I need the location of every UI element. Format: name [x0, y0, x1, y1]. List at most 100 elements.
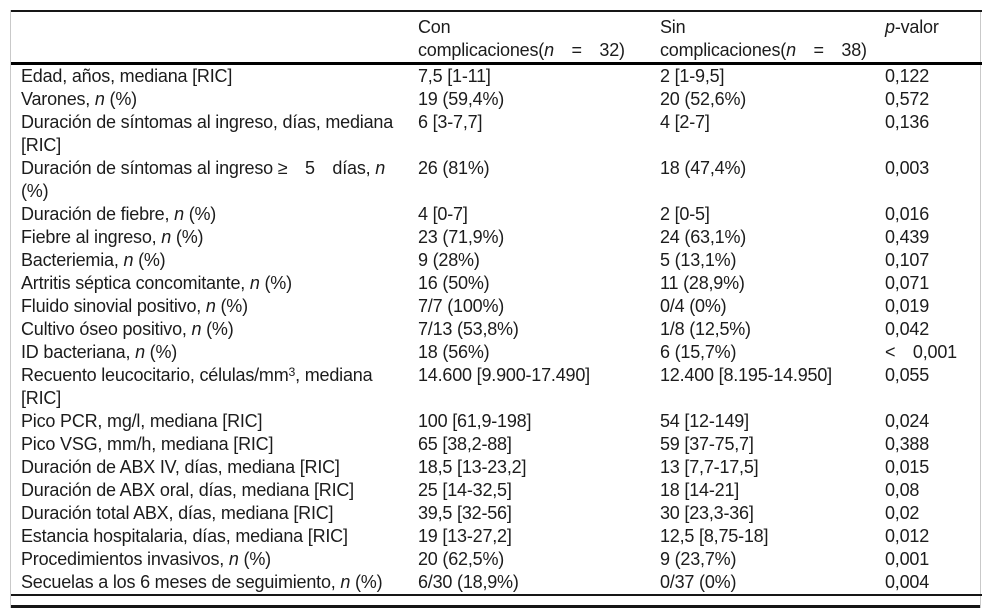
con-complicaciones-value-cell: 25 [14-32,5] — [418, 480, 512, 500]
sin-complicaciones-value-cell: 2 [1-9,5] — [660, 66, 725, 86]
table-row: Duración de fiebre, n (%) 4 [0-7] 2 [0-5… — [11, 203, 982, 226]
sin-complicaciones-value-cell: 59 [37-75,7] — [660, 434, 754, 454]
con-complicaciones-value-cell: 39,5 [32-56] — [418, 503, 512, 523]
header-p-valor: p-valor — [885, 11, 982, 65]
p-valor-cell: 0,572 — [885, 89, 930, 109]
row-label-cell: Secuelas a los 6 meses de seguimiento, n… — [21, 572, 383, 592]
table-row: Secuelas a los 6 meses de seguimiento, n… — [11, 571, 982, 595]
p-valor-cell: 0,388 — [885, 434, 930, 454]
con-complicaciones-value-cell: 6 [3-7,7] — [418, 112, 483, 132]
con-complicaciones-value-cell: 18 (56%) — [418, 342, 490, 362]
sin-complicaciones-value-cell: 20 (52,6%) — [660, 89, 747, 109]
sin-complicaciones-value-cell: 2 [0-5] — [660, 204, 710, 224]
stats-table: Con complicaciones(n = 32) Sin complicac… — [11, 10, 982, 596]
con-complicaciones-value-cell: 7,5 [1-11] — [418, 66, 491, 86]
table-row: Fluido sinovial positivo, n (%) 7/7 (100… — [11, 295, 982, 318]
sin-complicaciones-value-cell: 12.400 [8.195-14.950] — [660, 365, 832, 385]
con-complicaciones-value-cell: 65 [38,2-88] — [418, 434, 512, 454]
con-complicaciones-value-cell: 7/13 (53,8%) — [418, 319, 519, 339]
p-valor-cell: 0,02 — [885, 503, 920, 523]
header-row: Con complicaciones(n = 32) Sin complicac… — [11, 11, 982, 65]
table-row: Cultivo óseo positivo, n (%) 7/13 (53,8%… — [11, 318, 982, 341]
p-valor-cell: 0,001 — [885, 549, 930, 569]
row-label-cell: Pico PCR, mg/l, mediana [RIC] — [21, 411, 263, 431]
row-label-cell: Procedimientos invasivos, n (%) — [21, 549, 271, 569]
table-row: Duración de ABX oral, días, mediana [RIC… — [11, 479, 982, 502]
p-valor-cell: 0,136 — [885, 112, 930, 132]
con-complicaciones-value-cell: 6/30 (18,9%) — [418, 572, 519, 592]
table-row: Fiebre al ingreso, n (%) 23 (71,9%) 24 (… — [11, 226, 982, 249]
p-valor-cell: 0,015 — [885, 457, 930, 477]
con-complicaciones-value-cell: 9 (28%) — [418, 250, 480, 270]
table-row: Edad, años, mediana [RIC] 7,5 [1-11] 2 [… — [11, 64, 982, 89]
p-valor-cell: 0,024 — [885, 411, 930, 431]
row-label-cell: Duración de fiebre, n (%) — [21, 204, 217, 224]
sin-complicaciones-value-cell: 0/4 (0%) — [660, 296, 727, 316]
comparison-table: Con complicaciones(n = 32) Sin complicac… — [10, 10, 982, 608]
table-row: Duración de ABX IV, días, mediana [RIC] … — [11, 456, 982, 479]
sin-complicaciones-value-cell: 11 (28,9%) — [660, 273, 745, 293]
con-complicaciones-value-cell: 26 (81%) — [418, 158, 490, 178]
table-row: Pico VSG, mm/h, mediana [RIC] 65 [38,2-8… — [11, 433, 982, 456]
p-valor-cell: 0,055 — [885, 365, 930, 385]
sin-complicaciones-value-cell: 0/37 (0%) — [660, 572, 737, 592]
table-bottom-rule — [11, 596, 980, 608]
table-row: Duración de síntomas al ingreso, días, m… — [11, 111, 982, 157]
table-row: Duración total ABX, días, mediana [RIC] … — [11, 502, 982, 525]
con-complicaciones-value-cell: 14.600 [9.900-17.490] — [418, 365, 590, 385]
table-row: Duración de síntomas al ingreso ≥ 5 días… — [11, 157, 982, 203]
con-complicaciones-value-cell: 4 [0-7] — [418, 204, 468, 224]
table-row: Varones, n (%) 19 (59,4%) 20 (52,6%) 0,5… — [11, 88, 982, 111]
row-label-cell: Estancia hospitalaria, días, mediana [RI… — [21, 526, 348, 546]
row-label-cell: Pico VSG, mm/h, mediana [RIC] — [21, 434, 274, 454]
sin-complicaciones-value-cell: 4 [2-7] — [660, 112, 710, 132]
p-valor-cell: 0,012 — [885, 526, 930, 546]
con-complicaciones-value-cell: 19 [13-27,2] — [418, 526, 512, 546]
p-valor-cell: < 0,001 — [885, 342, 957, 362]
row-label-cell: Cultivo óseo positivo, n (%) — [21, 319, 234, 339]
table-row: ID bacteriana, n (%) 18 (56%) 6 (15,7%) … — [11, 341, 982, 364]
row-label-cell: Fiebre al ingreso, n (%) — [21, 227, 204, 247]
table-row: Procedimientos invasivos, n (%) 20 (62,5… — [11, 548, 982, 571]
p-valor-cell: 0,042 — [885, 319, 930, 339]
p-valor-cell: 0,107 — [885, 250, 930, 270]
row-label-cell: Duración de síntomas al ingreso, días, m… — [21, 112, 394, 155]
row-label-cell: Artritis séptica concomitante, n (%) — [21, 273, 292, 293]
row-label-cell: Duración total ABX, días, mediana [RIC] — [21, 503, 334, 523]
header-con-complicaciones: Con complicaciones(n = 32) — [418, 11, 660, 65]
sin-complicaciones-value-cell: 54 [12-149] — [660, 411, 749, 431]
table-row: Recuento leucocitario, células/mm3, medi… — [11, 364, 982, 410]
con-complicaciones-value-cell: 19 (59,4%) — [418, 89, 505, 109]
table-row: Artritis séptica concomitante, n (%) 16 … — [11, 272, 982, 295]
table-row: Bacteriemia, n (%) 9 (28%) 5 (13,1%) 0,1… — [11, 249, 982, 272]
con-complicaciones-value-cell: 20 (62,5%) — [418, 549, 505, 569]
con-complicaciones-value-cell: 7/7 (100%) — [418, 296, 505, 316]
p-valor-cell: 0,071 — [885, 273, 930, 293]
p-valor-cell: 0,08 — [885, 480, 920, 500]
p-valor-cell: 0,019 — [885, 296, 930, 316]
row-label-cell: Edad, años, mediana [RIC] — [21, 66, 233, 86]
sin-complicaciones-value-cell: 1/8 (12,5%) — [660, 319, 751, 339]
row-label-cell: Duración de síntomas al ingreso ≥ 5 días… — [21, 158, 386, 201]
sin-complicaciones-value-cell: 9 (23,7%) — [660, 549, 737, 569]
sin-complicaciones-value-cell: 6 (15,7%) — [660, 342, 737, 362]
table-row: Pico PCR, mg/l, mediana [RIC] 100 [61,9-… — [11, 410, 982, 433]
sin-complicaciones-value-cell: 5 (13,1%) — [660, 250, 737, 270]
p-valor-cell: 0,439 — [885, 227, 930, 247]
sin-complicaciones-value-cell: 18 (47,4%) — [660, 158, 747, 178]
table-row: Estancia hospitalaria, días, mediana [RI… — [11, 525, 982, 548]
p-valor-cell: 0,003 — [885, 158, 930, 178]
header-sin-complicaciones: Sin complicaciones(n = 38) — [660, 11, 885, 65]
p-valor-cell: 0,122 — [885, 66, 930, 86]
con-complicaciones-value-cell: 100 [61,9-198] — [418, 411, 532, 431]
row-label-cell: Varones, n (%) — [21, 89, 137, 109]
row-label-cell: Duración de ABX oral, días, mediana [RIC… — [21, 480, 354, 500]
row-label-cell: Fluido sinovial positivo, n (%) — [21, 296, 248, 316]
sin-complicaciones-value-cell: 18 [14-21] — [660, 480, 740, 500]
sin-complicaciones-value-cell: 12,5 [8,75-18] — [660, 526, 769, 546]
sin-complicaciones-value-cell: 30 [23,3-36] — [660, 503, 754, 523]
sin-complicaciones-value-cell: 13 [7,7-17,5] — [660, 457, 759, 477]
row-label-cell: ID bacteriana, n (%) — [21, 342, 178, 362]
con-complicaciones-value-cell: 23 (71,9%) — [418, 227, 505, 247]
row-label-cell: Bacteriemia, n (%) — [21, 250, 166, 270]
